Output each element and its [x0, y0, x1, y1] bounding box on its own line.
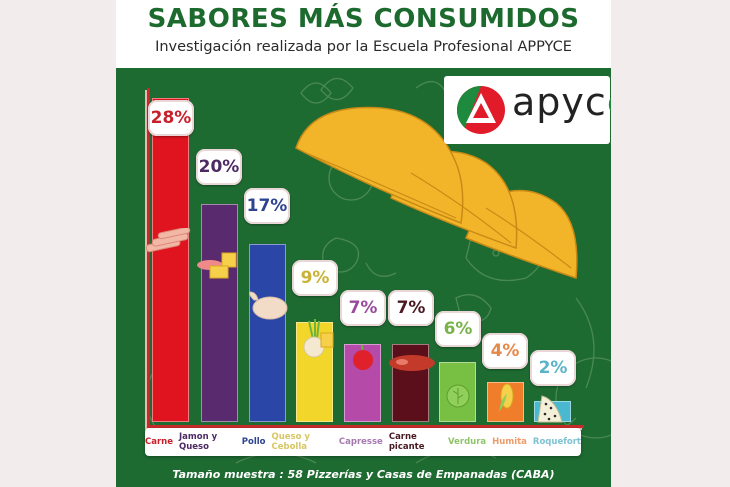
bar-carne: [152, 98, 189, 422]
value-label-jamon-y-queso: 20%: [196, 149, 242, 185]
value-label-roquefort: 2%: [530, 350, 576, 386]
legend-item-jamon-y-queso: Jamon y Queso: [178, 432, 218, 452]
value-label-humita: 4%: [482, 333, 528, 369]
legend-item-pollo: Pollo: [241, 437, 266, 447]
legend-item-capresse: Capresse: [338, 437, 383, 447]
value-label-capresse: 7%: [340, 290, 386, 326]
sample-size-note: Tamaño muestra : 58 Pizzerías y Casas de…: [172, 468, 555, 481]
infographic: SABORES MÁS CONSUMIDOS Investigación rea…: [116, 0, 611, 487]
chart-axis: [147, 88, 584, 428]
chalkboard-chart-area: apyce: [116, 68, 611, 487]
value-label-carne-picante: 7%: [388, 290, 434, 326]
bar-pollo: [249, 244, 286, 422]
value-label-pollo: 17%: [244, 188, 290, 224]
bacon-icon: [145, 228, 191, 253]
apyce-logo: apyce: [444, 76, 611, 144]
legend-item-humita: Humita: [492, 437, 527, 447]
ham-and-cheese-icon: [197, 252, 237, 279]
page-subtitle: Investigación realizada por la Escuela P…: [155, 39, 572, 55]
corn-icon: [499, 383, 514, 412]
steak-icon: [389, 355, 435, 371]
value-label-carne: 28%: [148, 100, 194, 136]
page-title: SABORES MÁS CONSUMIDOS: [147, 4, 580, 34]
header: SABORES MÁS CONSUMIDOS Investigación rea…: [116, 0, 611, 66]
chart-legend: Carne Jamon y Queso Pollo Queso y Ceboll…: [145, 428, 581, 456]
tomato-icon: [353, 344, 373, 370]
legend-item-roquefort: Roquefort: [532, 437, 581, 447]
bar-queso-y-cebolla: [296, 322, 333, 422]
onion-and-cheese-icon: [303, 319, 334, 358]
legend-item-carne: Carne: [145, 437, 173, 447]
logo-text-tail: e: [607, 80, 611, 124]
value-label-verdura: 6%: [435, 311, 481, 347]
legend-item-queso-y-cebolla: Queso y Cebolla: [271, 432, 310, 452]
value-label-queso-y-cebolla: 9%: [292, 260, 338, 296]
lettuce-icon: [446, 384, 470, 408]
legend-item-carne-picante: Carne picante: [388, 432, 425, 452]
bar-jamon-y-queso: [201, 204, 238, 422]
legend-item-verdura: Verdura: [448, 437, 487, 447]
chicken-icon: [249, 291, 288, 320]
logo-text-main: apyc: [512, 80, 607, 124]
roquefort-cheese-icon: [537, 395, 563, 423]
apyce-logo-mark-icon: [456, 86, 505, 134]
empanadas-illustration-icon: [295, 106, 578, 280]
apyce-logo-text: apyce: [512, 80, 611, 124]
